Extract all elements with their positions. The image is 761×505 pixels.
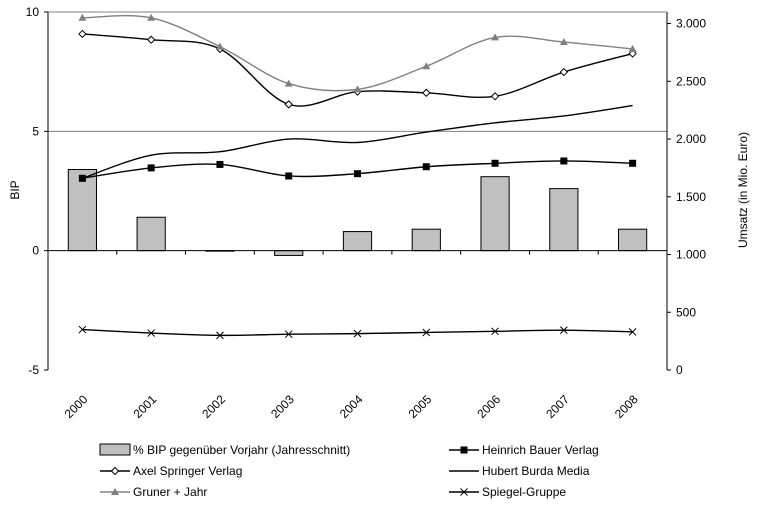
point-gruner-jahr-2006	[491, 33, 500, 41]
x-tick-label: 2000	[62, 392, 91, 421]
tick-labels: -5 0 5 10 0 500 1.000 1.500 2.000 2.500 3.000 2000 2…	[26, 5, 707, 421]
point-heinrich-bauer-verlag-2005	[422, 163, 430, 171]
bar-2008	[618, 228, 648, 252]
point-axel-springer-verlag-2003	[284, 100, 293, 109]
legend-label-axel-springer-verlag: Axel Springer Verlag	[133, 464, 242, 478]
legend-label--bip-gegen-ber-vorjahr-jahresschnitt: % BIP gegenüber Vorjahr (Jahresschnitt)	[133, 443, 350, 457]
point-spiegel-gruppe-2000	[78, 325, 87, 334]
left-tick-label: 10	[26, 5, 40, 19]
legend-marker-spiegel-gruppe	[460, 488, 468, 496]
point-heinrich-bauer-verlag-2002	[216, 160, 224, 168]
point-axel-springer-verlag-2000	[78, 29, 87, 39]
point-gruner-jahr-2007	[559, 38, 568, 46]
point-gruner-jahr-2005	[422, 62, 431, 70]
right-tick-label: 3.000	[676, 17, 706, 31]
legend-marker-gruner-jahr	[111, 488, 119, 495]
legend-label-heinrich-bauer-verlag: Heinrich Bauer Verlag	[482, 443, 599, 457]
series-lines	[78, 13, 637, 340]
right-tick-label: 500	[676, 305, 696, 319]
series-line-gruner-jahr	[82, 14, 633, 92]
x-tick-label: 2008	[612, 392, 641, 421]
left-tick-label: 0	[32, 244, 39, 258]
legend-label-spiegel-gruppe: Spiegel-Gruppe	[482, 485, 566, 499]
point-spiegel-gruppe-2004	[353, 329, 362, 338]
point-spiegel-gruppe-2005	[422, 328, 431, 337]
point-spiegel-gruppe-2007	[559, 326, 568, 335]
point-gruner-jahr-2000	[78, 13, 87, 21]
point-spiegel-gruppe-2002	[216, 331, 224, 340]
point-heinrich-bauer-verlag-2004	[354, 170, 361, 178]
left-axis-label: BIP	[8, 180, 22, 199]
series-line-spiegel-gruppe	[82, 328, 633, 337]
point-heinrich-bauer-verlag-2003	[285, 172, 293, 180]
x-tick-label: 2002	[199, 392, 228, 421]
point-axel-springer-verlag-2001	[146, 35, 156, 44]
right-tick-label: 1.000	[676, 248, 706, 262]
bar-2001	[136, 216, 166, 252]
axes	[44, 11, 671, 371]
legend-label-hubert-burda-media: Hubert Burda Media	[482, 464, 590, 478]
right-tick-label: 2.000	[676, 132, 706, 146]
point-spiegel-gruppe-2008	[628, 328, 637, 336]
point-spiegel-gruppe-2006	[491, 327, 499, 336]
point-spiegel-gruppe-2001	[147, 329, 156, 337]
legend-marker-heinrich-bauer-verlag	[460, 446, 468, 454]
point-gruner-jahr-2001	[147, 13, 156, 21]
point-heinrich-bauer-verlag-2008	[629, 159, 637, 167]
point-heinrich-bauer-verlag-2001	[147, 164, 155, 172]
bar-2005	[411, 228, 441, 252]
x-tick-label: 2003	[268, 392, 297, 421]
bars-layer	[67, 169, 648, 256]
point-axel-springer-verlag-2006	[490, 92, 500, 101]
legend-label-gruner-jahr: Gruner + Jahr	[133, 485, 207, 499]
point-axel-springer-verlag-2007	[559, 67, 569, 77]
point-axel-springer-verlag-2005	[422, 88, 431, 98]
point-heinrich-bauer-verlag-2007	[560, 157, 568, 165]
right-tick-label: 2.500	[676, 74, 706, 88]
bar-2007	[549, 188, 579, 252]
point-gruner-jahr-2002	[215, 42, 224, 50]
gridlines	[48, 11, 667, 132]
point-gruner-jahr-2008	[628, 44, 637, 52]
bar-2000	[67, 169, 97, 252]
x-tick-label: 2005	[406, 392, 435, 421]
left-tick-label: 5	[32, 124, 39, 138]
right-tick-label: 0	[676, 363, 683, 377]
bar-2003	[274, 250, 304, 256]
left-tick-label: -5	[28, 363, 39, 377]
point-spiegel-gruppe-2003	[284, 330, 293, 339]
point-gruner-jahr-2003	[284, 79, 293, 87]
x-tick-label: 2006	[474, 392, 503, 421]
legend-swatch-bar	[99, 443, 131, 456]
point-gruner-jahr-2004	[353, 85, 362, 93]
legend-marker-axel-springer-verlag	[110, 466, 120, 476]
x-tick-label: 2001	[131, 392, 160, 421]
bar-2004	[342, 231, 373, 252]
x-tick-label: 2004	[337, 392, 366, 421]
legend: % BIP gegenüber Vorjahr (Jahresschnitt) H…	[99, 443, 599, 499]
series-line-hubert-burda-media	[82, 104, 633, 179]
point-heinrich-bauer-verlag-2006	[491, 159, 499, 167]
bar-2006	[480, 176, 510, 252]
x-tick-label: 2007	[543, 392, 572, 421]
right-tick-label: 1.500	[676, 190, 706, 204]
right-axis-label: Umsatz (in Mio. Euro)	[736, 132, 750, 248]
